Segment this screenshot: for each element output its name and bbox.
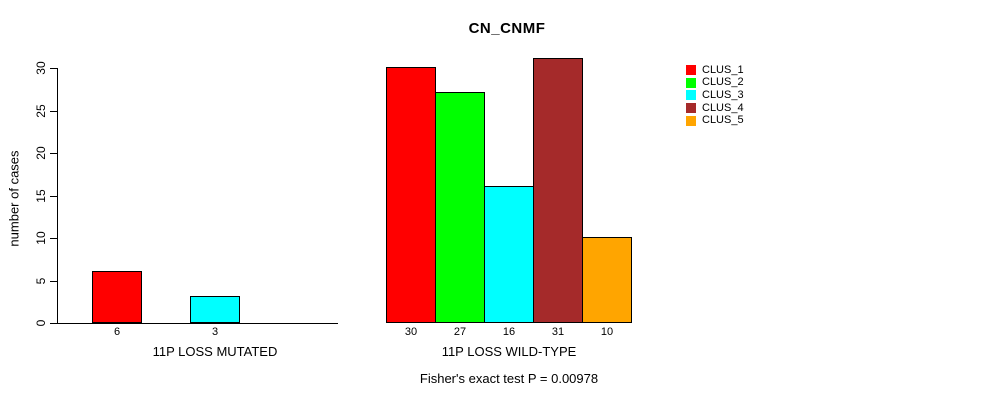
legend-item: CLUS_2 xyxy=(686,77,744,90)
y-axis-tick-label: 20 xyxy=(34,146,48,160)
legend-label: CLUS_5 xyxy=(702,114,744,127)
y-axis-line xyxy=(57,68,58,324)
bar-value-label: 31 xyxy=(551,326,565,338)
legend-swatch xyxy=(686,77,696,88)
y-axis-label: number of cases xyxy=(6,150,22,247)
legend-swatch xyxy=(686,90,696,101)
y-axis-tick-label: 30 xyxy=(34,61,48,75)
legend-swatch xyxy=(686,103,696,114)
bar-value-label: 30 xyxy=(404,326,418,338)
legend-label: CLUS_1 xyxy=(702,63,744,76)
bar-value-label: 6 xyxy=(113,326,121,338)
y-axis-tick xyxy=(50,195,57,197)
bar-clus_1 xyxy=(386,67,436,323)
bar-clus_1 xyxy=(92,271,142,323)
bar-clus_3 xyxy=(190,296,240,323)
y-axis-tick xyxy=(50,323,57,324)
bar-group-wildtype: 30 27 16 31 10 xyxy=(386,58,632,338)
legend-label: CLUS_4 xyxy=(702,101,744,114)
y-axis-tick-label: 10 xyxy=(34,231,48,245)
y-axis-tick-label: 25 xyxy=(34,103,48,118)
legend-item: CLUS_5 xyxy=(686,114,744,127)
y-axis-tick xyxy=(50,68,57,69)
x-axis-label-mutated: 11P LOSS MUTATED xyxy=(152,344,278,359)
legend-swatch xyxy=(686,65,696,76)
y-axis-tick xyxy=(50,153,57,154)
y-axis-tick-label: 5 xyxy=(34,277,48,284)
bar-value-label: 3 xyxy=(211,326,219,338)
bar-clus_3 xyxy=(484,186,534,323)
x-axis-label-wildtype: 11P LOSS WILD-TYPE xyxy=(441,344,577,359)
y-axis-tick xyxy=(50,110,57,112)
y-axis-tick xyxy=(50,238,57,239)
chart-title: CN_CNMF xyxy=(468,20,546,37)
legend-item: CLUS_4 xyxy=(686,102,744,115)
bar-clus_2 xyxy=(435,92,485,323)
bar-clus_4 xyxy=(533,58,583,323)
bar-value-label: 27 xyxy=(453,326,467,338)
bar-value-label: 16 xyxy=(502,326,516,338)
y-axis-tick xyxy=(50,280,57,282)
y-axis-tick-label: 15 xyxy=(34,188,48,203)
y-axis-tick-label: 0 xyxy=(34,319,48,327)
fisher-test-annotation: Fisher's exact test P = 0.00978 xyxy=(419,371,599,386)
bar-clus_5 xyxy=(582,237,632,323)
legend-item: CLUS_3 xyxy=(686,89,744,102)
legend-label: CLUS_3 xyxy=(702,88,744,101)
x-axis-line-mutated xyxy=(57,323,338,324)
bar-value-label: 10 xyxy=(600,326,614,338)
legend: CLUS_1 CLUS_2 CLUS_3 CLUS_4 CLUS_5 xyxy=(686,64,744,127)
legend-swatch xyxy=(686,115,696,126)
legend-label: CLUS_2 xyxy=(702,76,744,89)
legend-item: CLUS_1 xyxy=(686,64,744,77)
